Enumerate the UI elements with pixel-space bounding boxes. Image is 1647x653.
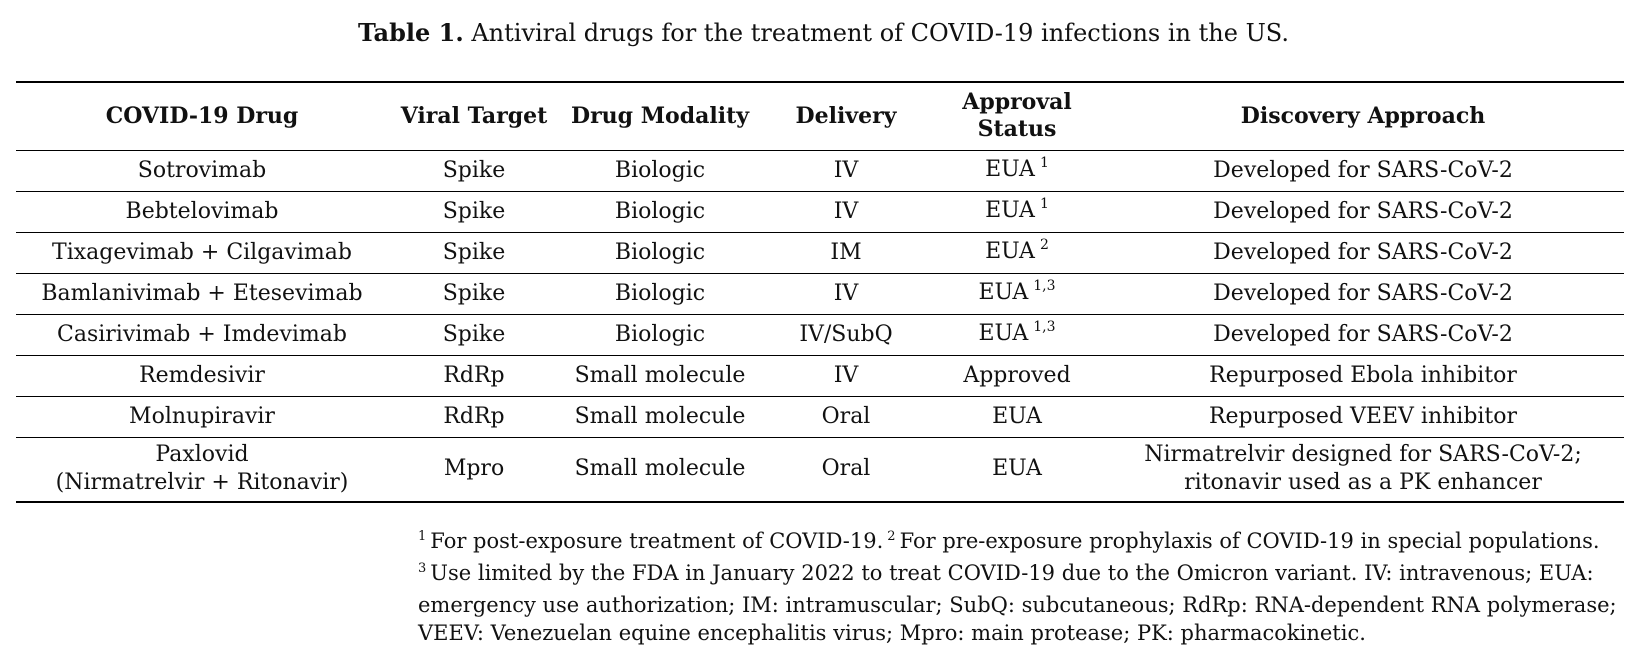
approval-text: EUA bbox=[978, 279, 1029, 305]
table-row: Tixagevimab + Cilgavimab Spike Biologic … bbox=[16, 232, 1624, 274]
cell-delivery: IV bbox=[760, 273, 932, 315]
cell-approval: EUA bbox=[932, 396, 1102, 438]
footnote-3-text-line3: VEEV: Venezuelan equine encephalitis vir… bbox=[418, 621, 1366, 645]
header-drug: COVID-19 Drug bbox=[16, 82, 388, 151]
cell-discovery: Developed for SARS-CoV-2 bbox=[1102, 314, 1624, 356]
table-row: Sotrovimab Spike Biologic IV EUA 1 Develo… bbox=[16, 150, 1624, 192]
caption-label: Table 1. bbox=[357, 18, 464, 47]
cell-drug: Bebtelovimab bbox=[16, 191, 388, 233]
cell-discovery: Developed for SARS-CoV-2 bbox=[1102, 150, 1624, 192]
cell-modality: Biologic bbox=[560, 150, 760, 192]
table-caption: Table 1. Antiviral drugs for the treatme… bbox=[0, 18, 1647, 48]
table-footnotes: 1 For post-exposure treatment of COVID-19… bbox=[418, 527, 1638, 647]
table-row: Bebtelovimab Spike Biologic IV EUA 1 Deve… bbox=[16, 191, 1624, 233]
approval-text: EUA bbox=[985, 197, 1035, 223]
antiviral-drugs-table: COVID-19 Drug Viral Target Drug Modality… bbox=[16, 81, 1624, 503]
cell-delivery: IV bbox=[760, 191, 932, 233]
approval-footnote-ref: 1 bbox=[1039, 154, 1049, 171]
cell-drug: Tixagevimab + Cilgavimab bbox=[16, 232, 388, 274]
cell-discovery: Developed for SARS-CoV-2 bbox=[1102, 191, 1624, 233]
header-approval-line2: Status bbox=[977, 116, 1057, 143]
cell-delivery: IV bbox=[760, 150, 932, 192]
footnote-1-text: For post-exposure treatment of COVID-19. bbox=[430, 529, 884, 553]
drug-line1: Paxlovid bbox=[155, 442, 249, 468]
cell-modality: Small molecule bbox=[560, 355, 760, 397]
cell-modality: Biologic bbox=[560, 314, 760, 356]
cell-target: Spike bbox=[388, 191, 560, 233]
approval-text: EUA bbox=[985, 238, 1035, 264]
table-header-row: COVID-19 Drug Viral Target Drug Modality… bbox=[16, 82, 1624, 151]
cell-target: Spike bbox=[388, 150, 560, 192]
cell-target: Spike bbox=[388, 232, 560, 274]
discovery-line1: Nirmatrelvir designed for SARS-CoV-2; bbox=[1144, 442, 1582, 468]
discovery-line2: ritonavir used as a PK enhancer bbox=[1184, 470, 1542, 496]
footnote-2-marker: 2 bbox=[887, 529, 896, 544]
approval-text: Approved bbox=[963, 362, 1071, 388]
header-delivery: Delivery bbox=[760, 82, 932, 151]
footnote-line-1: 1 For post-exposure treatment of COVID-19… bbox=[418, 527, 1638, 559]
header-drug-modality: Drug Modality bbox=[560, 82, 760, 151]
table-row: Remdesivir RdRp Small molecule IV Approv… bbox=[16, 355, 1624, 397]
cell-drug: Sotrovimab bbox=[16, 150, 388, 192]
cell-target: RdRp bbox=[388, 396, 560, 438]
cell-delivery: IV bbox=[760, 355, 932, 397]
cell-delivery: Oral bbox=[760, 396, 932, 438]
footnote-3-text-line1: Use limited by the FDA in January 2022 t… bbox=[430, 561, 1594, 585]
header-discovery-approach: Discovery Approach bbox=[1102, 82, 1624, 151]
approval-footnote-ref: 1,3 bbox=[1033, 277, 1056, 294]
table-row: Bamlanivimab + Etesevimab Spike Biologic… bbox=[16, 273, 1624, 315]
approval-text: EUA bbox=[985, 156, 1035, 182]
footnote-1-marker: 1 bbox=[418, 529, 427, 544]
cell-approval: Approved bbox=[932, 355, 1102, 397]
cell-approval: EUA 2 bbox=[932, 232, 1102, 274]
table-row: Molnupiravir RdRp Small molecule Oral EU… bbox=[16, 396, 1624, 438]
cell-modality: Biologic bbox=[560, 232, 760, 274]
cell-drug: Paxlovid (Nirmatrelvir + Ritonavir) bbox=[16, 437, 388, 503]
approval-text: EUA bbox=[992, 456, 1042, 482]
footnote-3-text-line2: emergency use authorization; IM: intramu… bbox=[418, 593, 1617, 617]
cell-approval: EUA 1,3 bbox=[932, 314, 1102, 356]
caption-text: Antiviral drugs for the treatment of COV… bbox=[471, 19, 1290, 47]
approval-text: EUA bbox=[992, 403, 1042, 429]
cell-discovery: Repurposed VEEV inhibitor bbox=[1102, 396, 1624, 438]
cell-discovery: Nirmatrelvir designed for SARS-CoV-2; ri… bbox=[1102, 437, 1624, 503]
cell-target: Spike bbox=[388, 273, 560, 315]
cell-target: Mpro bbox=[388, 437, 560, 503]
cell-approval: EUA 1 bbox=[932, 191, 1102, 233]
header-approval-line1: Approval bbox=[962, 89, 1072, 116]
approval-footnote-ref: 2 bbox=[1039, 236, 1049, 253]
cell-drug: Remdesivir bbox=[16, 355, 388, 397]
approval-footnote-ref: 1 bbox=[1039, 195, 1049, 212]
header-viral-target: Viral Target bbox=[388, 82, 560, 151]
approval-footnote-ref: 1,3 bbox=[1033, 318, 1056, 335]
approval-text: EUA bbox=[978, 320, 1029, 346]
cell-discovery: Developed for SARS-CoV-2 bbox=[1102, 232, 1624, 274]
cell-drug: Casirivimab + Imdevimab bbox=[16, 314, 388, 356]
cell-target: RdRp bbox=[388, 355, 560, 397]
cell-delivery: IM bbox=[760, 232, 932, 274]
footnote-3-marker: 3 bbox=[418, 561, 427, 576]
cell-delivery: Oral bbox=[760, 437, 932, 503]
cell-modality: Small molecule bbox=[560, 437, 760, 503]
cell-target: Spike bbox=[388, 314, 560, 356]
cell-drug: Molnupiravir bbox=[16, 396, 388, 438]
cell-modality: Biologic bbox=[560, 191, 760, 233]
cell-approval: EUA 1 bbox=[932, 150, 1102, 192]
cell-modality: Biologic bbox=[560, 273, 760, 315]
footnote-2-text: For pre-exposure prophylaxis of COVID-19… bbox=[899, 529, 1600, 553]
table-row: Paxlovid (Nirmatrelvir + Ritonavir) Mpro… bbox=[16, 437, 1624, 503]
cell-discovery: Repurposed Ebola inhibitor bbox=[1102, 355, 1624, 397]
cell-modality: Small molecule bbox=[560, 396, 760, 438]
footnote-line-2: 3 Use limited by the FDA in January 2022 … bbox=[418, 559, 1638, 591]
table-row: Casirivimab + Imdevimab Spike Biologic I… bbox=[16, 314, 1624, 356]
cell-discovery: Developed for SARS-CoV-2 bbox=[1102, 273, 1624, 315]
drug-line2: (Nirmatrelvir + Ritonavir) bbox=[55, 470, 349, 496]
cell-drug: Bamlanivimab + Etesevimab bbox=[16, 273, 388, 315]
cell-approval: EUA bbox=[932, 437, 1102, 503]
header-approval-status: Approval Status bbox=[932, 82, 1102, 151]
cell-delivery: IV/SubQ bbox=[760, 314, 932, 356]
cell-approval: EUA 1,3 bbox=[932, 273, 1102, 315]
